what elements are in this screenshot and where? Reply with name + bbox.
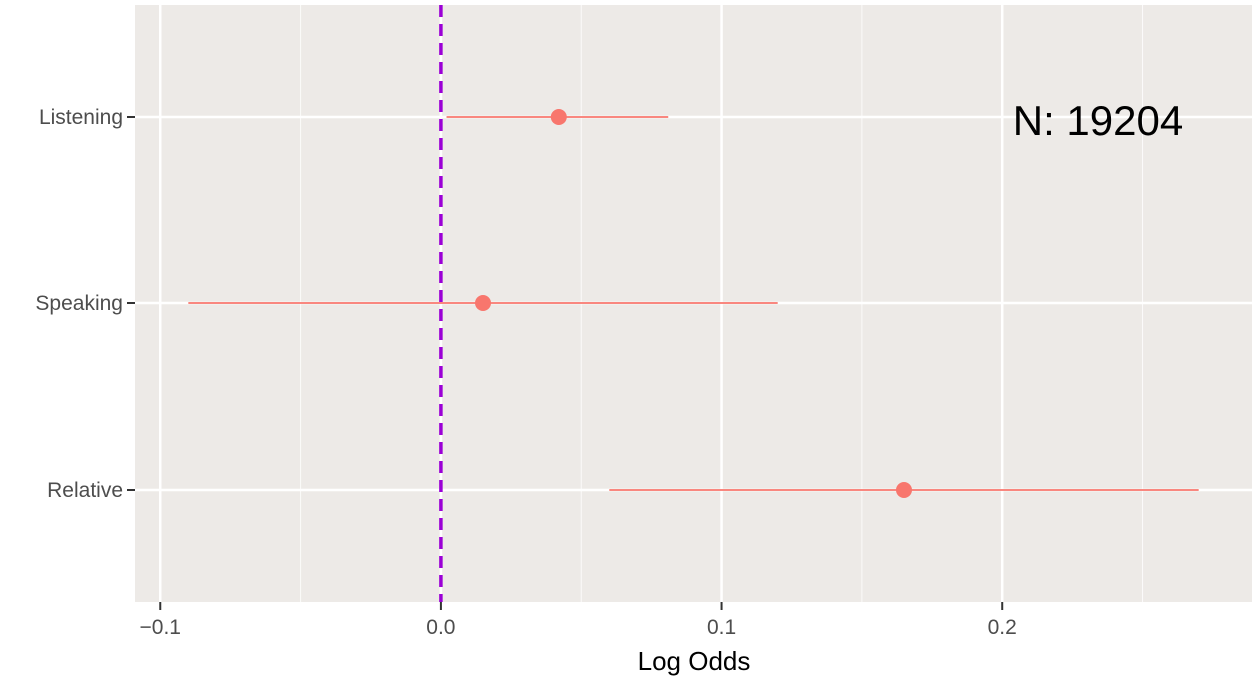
data-marks [188,109,1199,498]
axis-ticks: −0.1 0.0 0.1 0.2 Listening Speaking Relative [35,106,1016,639]
point-relative [895,482,912,498]
x-tick-label: 0.1 [707,616,736,639]
y-tick-label: Relative [47,479,123,502]
x-axis-title: Log Odds [638,646,751,676]
y-tick-label: Listening [39,106,123,129]
point-speaking [475,295,492,311]
sample-size-annotation: N: 19204 [1013,97,1183,144]
point-listening [550,109,567,125]
y-tick-label: Speaking [35,292,123,315]
x-tick-label: 0.0 [426,616,455,639]
x-tick-label: −0.1 [140,616,181,639]
x-tick-label: 0.2 [988,616,1017,639]
